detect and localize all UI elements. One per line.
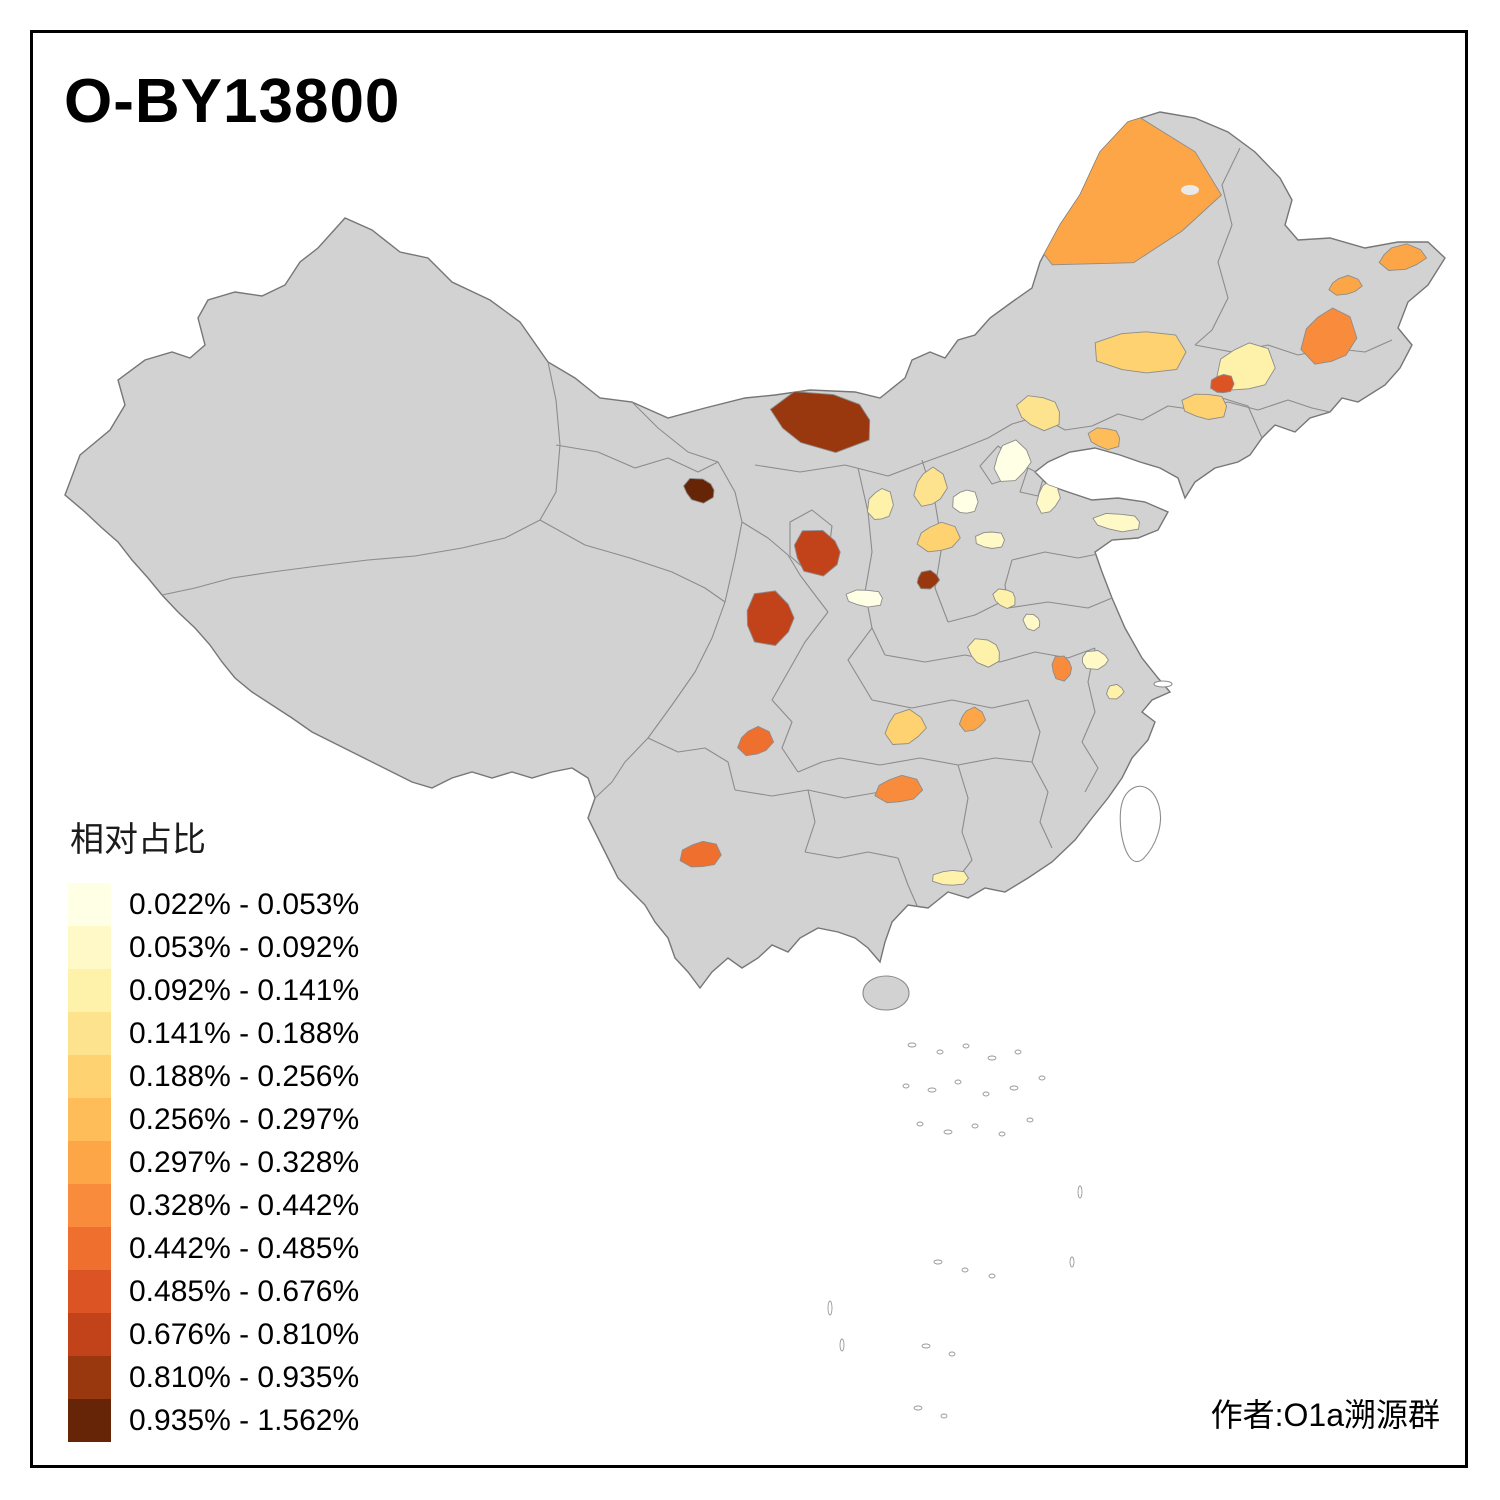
map-region <box>884 708 927 745</box>
legend-item: 0.485% - 0.676% <box>68 1270 359 1313</box>
legend-label: 0.188% - 0.256% <box>129 1059 360 1093</box>
legend-swatch <box>68 883 111 926</box>
legend-item: 0.328% - 0.442% <box>68 1184 359 1227</box>
legend-swatch <box>68 1313 111 1356</box>
map-region <box>993 439 1032 482</box>
map-region <box>1092 512 1140 533</box>
legend-label: 0.676% - 0.810% <box>129 1317 360 1351</box>
map-region <box>683 477 715 504</box>
legend-item: 0.256% - 0.297% <box>68 1098 359 1141</box>
map-region <box>967 638 1000 668</box>
map-region <box>793 529 841 577</box>
map-region <box>958 706 987 732</box>
legend-label: 0.092% - 0.141% <box>129 973 360 1007</box>
legend-item: 0.676% - 0.810% <box>68 1313 359 1356</box>
legend-label: 0.297% - 0.328% <box>129 1145 360 1179</box>
map-region <box>1106 683 1125 700</box>
map-region <box>932 869 969 886</box>
map-region <box>1082 650 1109 670</box>
lake <box>1181 185 1199 195</box>
legend-swatch <box>68 969 111 1012</box>
legend-swatch <box>68 1399 111 1442</box>
map-region <box>679 840 722 868</box>
legend-item: 0.022% - 0.053% <box>68 883 359 926</box>
legend-swatch <box>68 1184 111 1227</box>
map-region <box>952 489 979 514</box>
legend-label: 0.935% - 1.562% <box>129 1403 360 1437</box>
map-region <box>1210 374 1235 394</box>
legend-swatch <box>68 1012 111 1055</box>
map-region <box>1087 427 1120 451</box>
map-region <box>916 569 941 590</box>
map-region <box>1328 274 1363 296</box>
legend-swatch <box>68 1227 111 1270</box>
map-region <box>866 487 894 520</box>
legend-title: 相对占比 <box>70 821 206 859</box>
legend-label: 0.053% - 0.092% <box>129 930 360 964</box>
taiwan-island <box>1119 785 1161 862</box>
legend-item: 0.810% - 0.935% <box>68 1356 359 1399</box>
legend-swatch <box>68 1356 111 1399</box>
legend-swatch <box>68 1098 111 1141</box>
legend-label: 0.256% - 0.297% <box>129 1102 360 1136</box>
legend-swatch <box>68 1055 111 1098</box>
hainan-island <box>862 975 910 1011</box>
map-region <box>975 531 1005 549</box>
map-region <box>845 589 883 608</box>
legend-rows: 0.022% - 0.053% 0.053% - 0.092% 0.092% - 0… <box>68 883 359 1442</box>
legend-swatch <box>68 1141 111 1184</box>
colored-regions <box>679 115 1428 886</box>
map-region <box>1300 307 1358 365</box>
south-china-sea-islands <box>827 1042 1083 1419</box>
legend-label: 0.810% - 0.935% <box>129 1360 360 1394</box>
attribution: 作者:O1a溯源群 <box>1210 1397 1440 1433</box>
map-region <box>746 590 795 646</box>
legend-item: 0.092% - 0.141% <box>68 969 359 1012</box>
map-region <box>992 588 1016 609</box>
plot-title: O-BY13800 <box>64 67 401 136</box>
legend-label: 0.141% - 0.188% <box>129 1016 360 1050</box>
legend-item: 0.935% - 1.562% <box>68 1399 359 1442</box>
legend-swatch <box>68 1270 111 1313</box>
legend-item: 0.188% - 0.256% <box>68 1055 359 1098</box>
legend-label: 0.328% - 0.442% <box>129 1188 360 1222</box>
map-region <box>1094 331 1187 374</box>
map-region <box>737 725 775 757</box>
map-region <box>1015 395 1060 432</box>
map-region <box>769 391 871 453</box>
map-region <box>1378 243 1428 271</box>
legend-label: 0.022% - 0.053% <box>129 887 360 921</box>
map-region <box>916 521 961 553</box>
islands <box>862 680 1173 1011</box>
map-region <box>913 466 948 507</box>
map-region <box>1051 655 1073 682</box>
legend: 相对占比 0.022% - 0.053% 0.053% - 0.092% 0.092… <box>68 812 359 1442</box>
legend-label: 0.485% - 0.676% <box>129 1274 360 1308</box>
map-region <box>874 774 924 804</box>
legend-swatch <box>68 926 111 969</box>
map-region <box>1181 393 1228 420</box>
legend-item: 0.297% - 0.328% <box>68 1141 359 1184</box>
legend-item: 0.442% - 0.485% <box>68 1227 359 1270</box>
legend-item: 0.053% - 0.092% <box>68 926 359 969</box>
map-region <box>1022 613 1041 632</box>
legend-label: 0.442% - 0.485% <box>129 1231 360 1265</box>
legend-item: 0.141% - 0.188% <box>68 1012 359 1055</box>
